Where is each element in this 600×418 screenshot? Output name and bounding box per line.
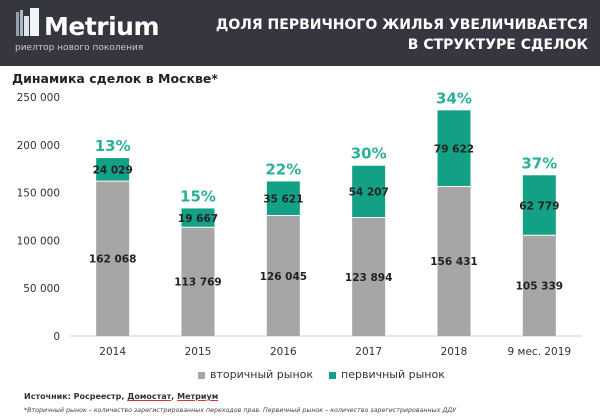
legend: вторичный рынок первичный рынок (198, 368, 445, 381)
share-label: 13% (95, 137, 131, 155)
x-tick-label: 2014 (99, 346, 126, 358)
data-label-primary: 54 207 (349, 187, 389, 199)
data-label-primary: 62 779 (519, 200, 559, 212)
bar-secondary (352, 217, 386, 336)
legend-item-primary: первичный рынок (329, 368, 445, 381)
chart-title: Динамика сделок в Москве* (12, 71, 218, 86)
source-metrium: Метриум (177, 392, 219, 401)
data-label-primary: 19 667 (178, 213, 218, 225)
legend-label: первичный рынок (341, 368, 445, 381)
x-tick-label: 2015 (185, 346, 212, 358)
title-line-1: ДОЛЯ ПЕРВИЧНОГО ЖИЛЬЯ УВЕЛИЧИВАЕТСЯ (215, 17, 588, 33)
bar-primary (96, 158, 130, 182)
data-label-secondary: 113 769 (174, 277, 222, 289)
y-tick-label: 100 000 (17, 235, 60, 247)
share-label: 34% (436, 89, 472, 107)
source-text: Источник: Росреестр, Домостат, Метриум (24, 392, 218, 401)
share-label: 22% (265, 160, 301, 178)
y-tick-label: 200 000 (17, 140, 60, 152)
y-tick-label: 150 000 (17, 188, 60, 200)
legend-swatch-secondary (198, 371, 205, 379)
source-domostat: Домостат (127, 392, 172, 401)
header: Metrium риелтор нового поколения ДОЛЯ ПЕ… (0, 0, 600, 66)
legend-item-secondary: вторичный рынок (198, 368, 313, 381)
data-label-secondary: 126 045 (260, 271, 308, 283)
legend-swatch-primary (329, 371, 337, 379)
data-label-primary: 35 621 (263, 193, 303, 205)
source-prefix: Источник: Росреестр, (24, 392, 128, 401)
data-label-secondary: 123 894 (345, 272, 393, 284)
data-label-secondary: 156 431 (430, 256, 478, 268)
x-tick-label: 9 мес. 2019 (508, 346, 572, 358)
share-label: 37% (521, 154, 557, 172)
y-tick-label: 250 000 (17, 92, 60, 104)
logo-tagline: риелтор нового поколения (15, 43, 144, 53)
bar-secondary (437, 186, 471, 336)
bar-primary (181, 208, 215, 228)
logo-icon (16, 8, 39, 36)
bar-primary (437, 110, 471, 187)
bar-primary (522, 175, 556, 236)
x-tick-label: 2017 (355, 346, 382, 358)
footnote: *Вторичный рынок – количество зарегистри… (24, 407, 457, 414)
legend-label: вторичный рынок (210, 368, 314, 381)
y-tick-label: 0 (53, 331, 60, 343)
data-label-primary: 79 622 (434, 143, 474, 155)
title-line-2: В СТРУКТУРЕ СДЕЛОК (407, 37, 588, 53)
bar-secondary (522, 235, 556, 336)
y-tick-label: 50 000 (23, 283, 60, 295)
bar-secondary (96, 181, 130, 336)
data-label-secondary: 162 068 (89, 254, 137, 266)
bar-primary (266, 181, 300, 216)
x-tick-label: 2016 (270, 346, 297, 358)
share-label: 15% (180, 187, 216, 205)
slide-title: ДОЛЯ ПЕРВИЧНОГО ЖИЛЬЯ УВЕЛИЧИВАЕТСЯ В СТ… (216, 15, 588, 55)
bar-secondary (266, 215, 300, 336)
data-label-primary: 24 029 (93, 165, 133, 177)
x-tick-label: 2018 (441, 346, 468, 358)
data-label-secondary: 105 339 (516, 281, 564, 293)
source-sep: , (171, 392, 178, 401)
bar-primary (352, 165, 386, 218)
share-label: 30% (351, 145, 387, 163)
logo-text: Metrium (44, 12, 160, 41)
bar-secondary (181, 227, 215, 336)
